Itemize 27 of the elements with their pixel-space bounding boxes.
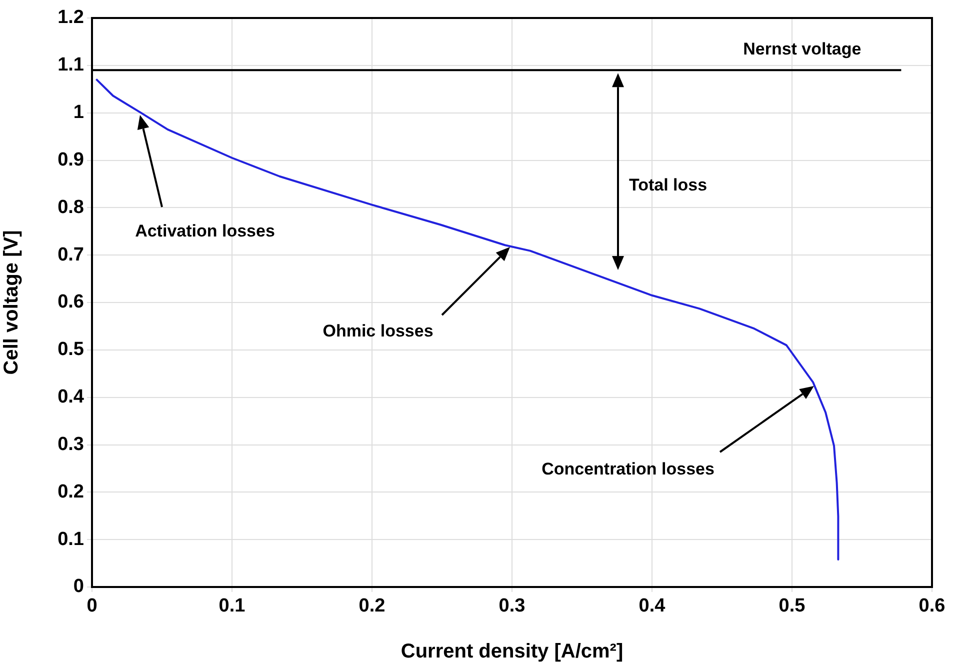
y-tick-label: 0.7 [58, 244, 84, 266]
x-tick-label: 0.4 [638, 596, 666, 617]
y-tick-label: 0.1 [58, 528, 84, 550]
y-tick-label: 0.6 [58, 292, 84, 313]
annotation: Concentration losses [542, 459, 714, 478]
series-label: Nernst voltage [743, 39, 862, 58]
y-tick-label: 0.4 [58, 386, 84, 408]
y-tick-label: 1.2 [58, 7, 84, 28]
y-tick-label: 1 [73, 102, 84, 124]
x-tick-label: 0.2 [358, 596, 386, 617]
y-tick-label: 0.9 [58, 149, 84, 170]
annotation: Total loss [628, 175, 708, 194]
annotation: Ohmic losses [322, 321, 434, 340]
x-axis-title: Current density [A/cm²] [400, 640, 624, 663]
y-axis-title: Cell voltage [V] [0, 230, 23, 375]
y-tick-label: 0.3 [58, 434, 84, 455]
x-tick-label: 0.6 [918, 596, 946, 617]
annotation: Activation losses [135, 221, 275, 240]
x-tick-label: 0.1 [218, 596, 246, 617]
y-tick-label: 0.8 [58, 196, 84, 218]
x-tick-label: 0.3 [498, 596, 526, 617]
y-tick-label: 0.2 [58, 481, 84, 502]
y-tick-label: 0 [73, 576, 84, 598]
y-tick-label: 0.5 [58, 339, 84, 360]
x-tick-label: 0 [86, 596, 98, 617]
x-tick-label: 0.5 [778, 596, 806, 617]
y-tick-label: 1.1 [58, 54, 84, 76]
